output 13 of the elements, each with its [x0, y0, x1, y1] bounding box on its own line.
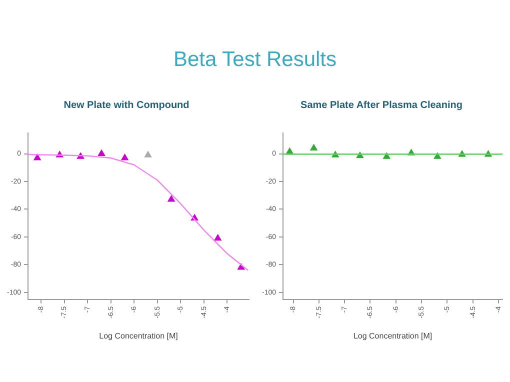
x-axis-title: Log Concentration [M] — [99, 331, 178, 340]
point — [286, 148, 294, 154]
point — [34, 154, 41, 160]
point — [121, 154, 128, 160]
point — [144, 151, 152, 158]
point — [310, 144, 318, 150]
x-axis-title: Log Concentration [M] — [353, 331, 432, 340]
chart-title: Same Plate After Plasma Cleaning — [300, 100, 462, 111]
point — [98, 150, 106, 156]
text: Beta Test Results — [172, 48, 338, 72]
point — [214, 234, 222, 241]
chart-title: New Plate with Compound — [64, 100, 190, 111]
point — [168, 196, 175, 202]
